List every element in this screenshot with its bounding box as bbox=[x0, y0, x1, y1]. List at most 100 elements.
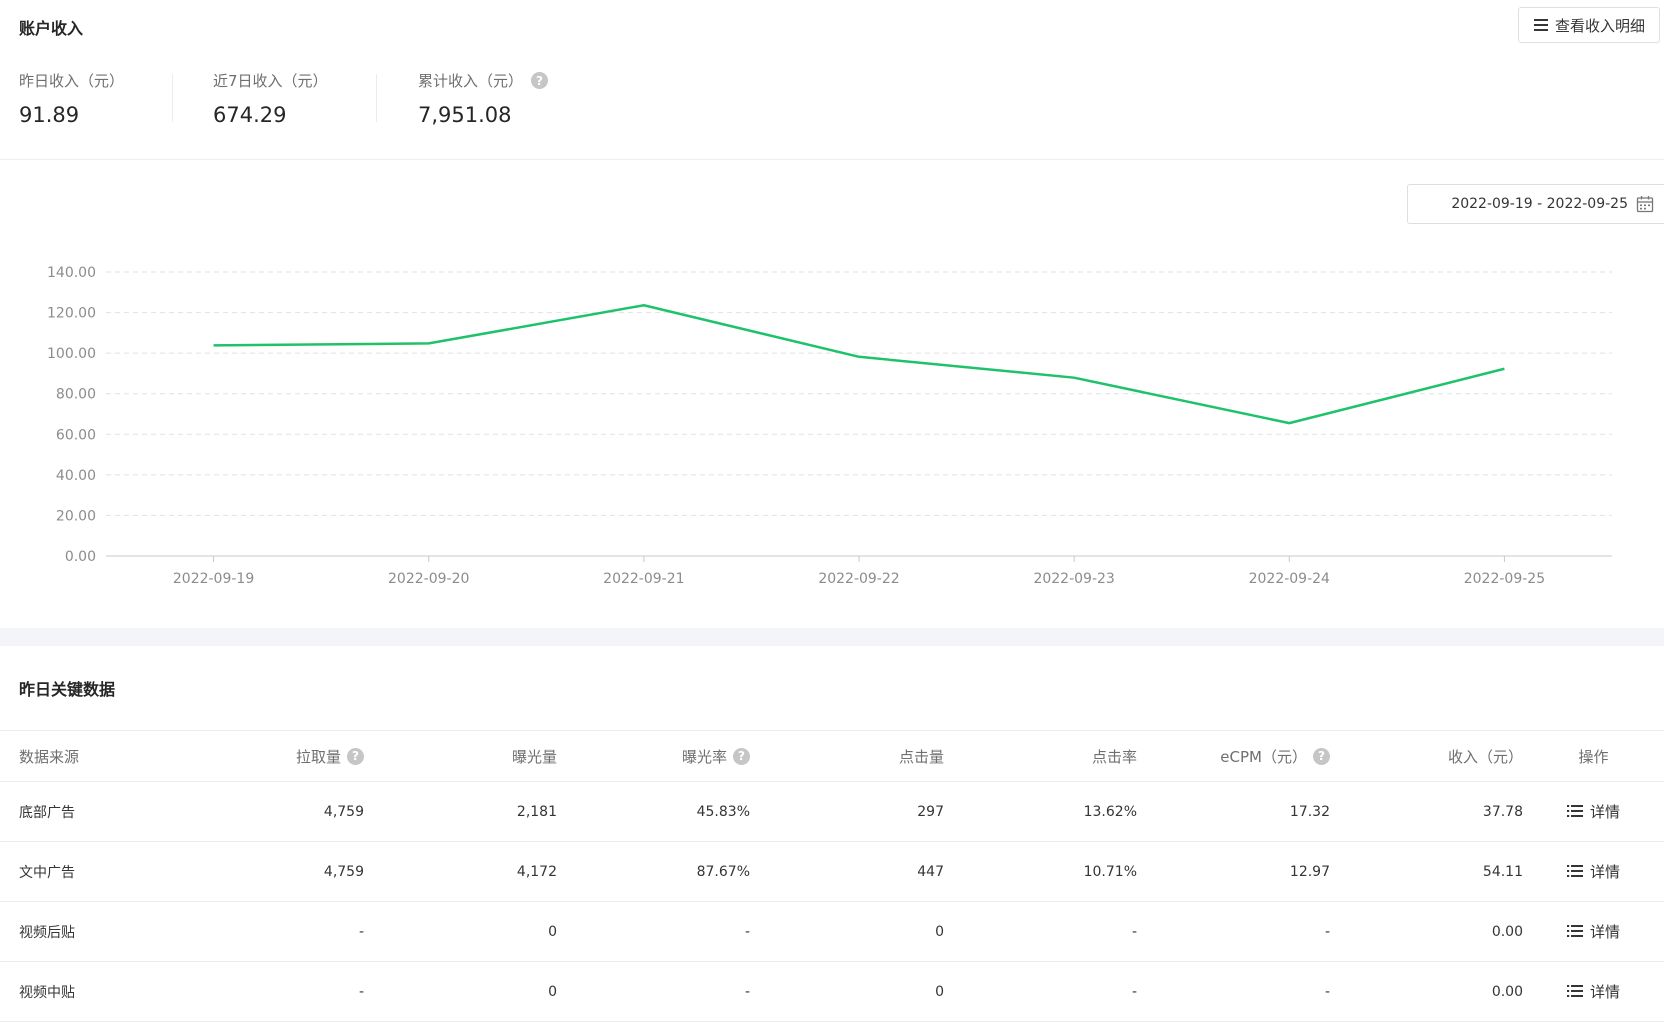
cell-exposures: 4,172 bbox=[364, 841, 557, 902]
x-tick-label: 2022-09-23 bbox=[1033, 571, 1114, 587]
cell-income: 0.00 bbox=[1330, 901, 1523, 962]
cell-source: 底部广告 bbox=[0, 781, 200, 842]
list-icon bbox=[1566, 925, 1583, 938]
date-range-value: 2022-09-19 - 2022-09-25 bbox=[1451, 196, 1628, 212]
stat-yesterday-value: 91.89 bbox=[19, 103, 80, 127]
cell-ecpm: - bbox=[1137, 901, 1330, 962]
cell-ctr: 10.71% bbox=[944, 841, 1137, 902]
chart-x-axis: 2022-09-19 2022-09-20 2022-09-21 2022-09-22… bbox=[173, 556, 1545, 587]
stat-7day-income: 近7日收入（元） 674.29 bbox=[213, 70, 328, 130]
x-tick-label: 2022-09-24 bbox=[1249, 571, 1330, 587]
table-header-row: 数据来源 拉取量 ? 曝光量 曝光率 ? 点击量 点击率 bbox=[0, 730, 1664, 782]
detail-link-label: 详情 bbox=[1589, 802, 1620, 821]
stat-yesterday-label: 昨日收入（元） bbox=[19, 72, 125, 90]
help-icon[interactable]: ? bbox=[531, 72, 549, 89]
table-row: 视频后贴 - 0 - 0 - - 0.00 详情 bbox=[0, 901, 1664, 962]
cell-clicks: 0 bbox=[750, 961, 944, 1022]
y-tick-label: 120.00 bbox=[47, 306, 96, 322]
detail-link-label: 详情 bbox=[1589, 862, 1620, 881]
cell-exposures: 2,181 bbox=[364, 781, 557, 842]
detail-link[interactable]: 详情 bbox=[1566, 981, 1620, 1002]
cell-pulls: - bbox=[200, 901, 364, 962]
y-tick-label: 140.00 bbox=[47, 265, 96, 281]
x-tick-label: 2022-09-22 bbox=[818, 571, 899, 587]
cell-action: 详情 bbox=[1523, 961, 1664, 1022]
y-tick-label: 40.00 bbox=[56, 468, 96, 484]
col-header-exposure-rate: 曝光率 ? bbox=[557, 730, 750, 782]
cell-ecpm: 17.32 bbox=[1137, 781, 1330, 842]
cell-ctr: - bbox=[944, 901, 1137, 962]
cell-ctr: 13.62% bbox=[944, 781, 1137, 842]
col-header-ecpm: eCPM（元） ? bbox=[1137, 730, 1330, 782]
col-header-label: 曝光量 bbox=[511, 747, 557, 766]
x-tick-label: 2022-09-20 bbox=[388, 571, 469, 587]
income-line-chart: 0.00 20.00 40.00 60.00 80.00 100.00 120.00 140.… bbox=[47, 265, 1612, 587]
cell-income: 54.11 bbox=[1330, 841, 1523, 902]
stat-total-label: 累计收入（元） bbox=[418, 72, 524, 90]
stat-yesterday-income: 昨日收入（元） 91.89 bbox=[19, 70, 124, 130]
y-tick-label: 20.00 bbox=[56, 508, 96, 524]
cell-pulls: 4,759 bbox=[200, 781, 364, 842]
stat-7day-label: 近7日收入（元） bbox=[213, 72, 328, 90]
cell-exposures: 0 bbox=[364, 961, 557, 1022]
cell-ctr: - bbox=[944, 961, 1137, 1022]
cell-exposure-rate: 45.83% bbox=[557, 781, 750, 842]
chart-grid bbox=[106, 271, 1612, 557]
cell-source: 视频中贴 bbox=[0, 961, 200, 1022]
cell-action: 详情 bbox=[1523, 901, 1664, 962]
cell-clicks: 297 bbox=[750, 781, 944, 842]
chart-y-axis: 0.00 20.00 40.00 60.00 80.00 100.00 120.00 140.… bbox=[47, 265, 96, 565]
list-icon bbox=[1566, 865, 1583, 878]
col-header-label: 点击率 bbox=[1091, 747, 1137, 766]
col-header-exposures: 曝光量 bbox=[364, 730, 557, 782]
series-line bbox=[213, 304, 1505, 425]
cell-exposures: 0 bbox=[364, 901, 557, 962]
col-header-ctr: 点击率 bbox=[944, 730, 1137, 782]
account-income-title: 账户收入 bbox=[19, 19, 84, 38]
detail-link[interactable]: 详情 bbox=[1566, 861, 1620, 882]
view-income-detail-button[interactable]: 查看收入明细 bbox=[1518, 7, 1660, 43]
date-range-picker[interactable]: 2022-09-19 - 2022-09-25 bbox=[1407, 184, 1664, 224]
col-header-income: 收入（元） bbox=[1330, 730, 1523, 782]
col-header-label: 操作 bbox=[1578, 747, 1609, 766]
x-tick-label: 2022-09-19 bbox=[173, 571, 254, 587]
cell-exposure-rate: 87.67% bbox=[557, 841, 750, 902]
cell-action: 详情 bbox=[1523, 781, 1664, 842]
list-icon bbox=[1566, 985, 1583, 998]
cell-exposure-rate: - bbox=[557, 961, 750, 1022]
col-header-action: 操作 bbox=[1523, 730, 1664, 782]
col-header-label: 拉取量 bbox=[295, 747, 341, 766]
col-header-source: 数据来源 bbox=[0, 730, 200, 782]
table-row: 底部广告 4,759 2,181 45.83% 297 13.62% 17.32… bbox=[0, 781, 1664, 842]
col-header-clicks: 点击量 bbox=[750, 730, 944, 782]
detail-link[interactable]: 详情 bbox=[1566, 801, 1620, 822]
col-header-label: 曝光率 bbox=[681, 747, 727, 766]
cell-clicks: 447 bbox=[750, 841, 944, 902]
col-header-label: 点击量 bbox=[898, 747, 944, 766]
divider bbox=[0, 159, 1664, 160]
cell-pulls: 4,759 bbox=[200, 841, 364, 902]
y-tick-label: 60.00 bbox=[56, 427, 96, 443]
help-icon[interactable]: ? bbox=[1313, 747, 1330, 765]
cell-source: 视频后贴 bbox=[0, 901, 200, 962]
key-data-table: 数据来源 拉取量 ? 曝光量 曝光率 ? 点击量 点击率 bbox=[0, 730, 1664, 1022]
chart-series bbox=[213, 304, 1505, 425]
detail-link[interactable]: 详情 bbox=[1566, 921, 1620, 942]
col-header-label: 收入（元） bbox=[1447, 747, 1523, 766]
y-tick-label: 100.00 bbox=[47, 346, 96, 362]
list-icon bbox=[1566, 805, 1583, 818]
x-tick-label: 2022-09-25 bbox=[1464, 571, 1545, 587]
help-icon[interactable]: ? bbox=[733, 747, 750, 765]
account-income-card: 账户收入 查看收入明细 昨日收入（元） 91.89 近7日收入（元） 674.2… bbox=[0, 0, 1664, 628]
menu-icon bbox=[1533, 19, 1548, 31]
cell-income: 37.78 bbox=[1330, 781, 1523, 842]
col-header-label: 数据来源 bbox=[19, 747, 80, 766]
help-icon[interactable]: ? bbox=[347, 747, 364, 765]
cell-ecpm: 12.97 bbox=[1137, 841, 1330, 902]
table-row: 文中广告 4,759 4,172 87.67% 447 10.71% 12.97… bbox=[0, 841, 1664, 902]
col-header-label: eCPM（元） bbox=[1220, 747, 1307, 766]
x-tick-label: 2022-09-21 bbox=[603, 571, 684, 587]
stat-7day-value: 674.29 bbox=[213, 103, 287, 127]
stat-total-income: 累计收入（元） ? 7,951.08 bbox=[418, 70, 549, 130]
key-data-title: 昨日关键数据 bbox=[19, 680, 116, 699]
